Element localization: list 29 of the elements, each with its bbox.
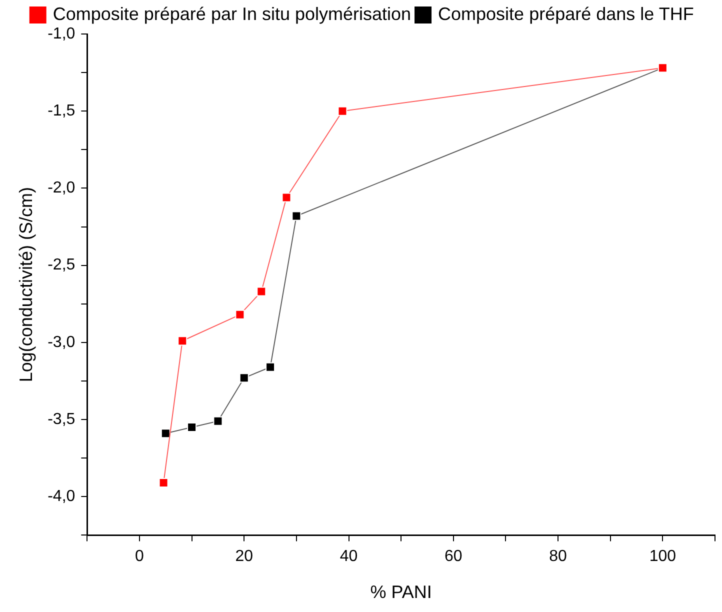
- y-tick-label: -1,5: [48, 102, 76, 120]
- legend-label: Composite préparé par In situ polymérisation: [52, 4, 412, 24]
- point: [239, 373, 249, 383]
- point: [338, 106, 348, 116]
- x-tick-label: 80: [549, 548, 568, 566]
- y-tick-label: -3,5: [48, 410, 76, 428]
- point: [256, 286, 266, 296]
- point: [187, 422, 197, 432]
- y-tick-label: -2,0: [48, 180, 76, 197]
- point: [158, 478, 168, 488]
- point: [266, 362, 276, 372]
- y-tick-label: -2,5: [48, 256, 76, 274]
- x-axis-title: % PANI: [370, 582, 432, 602]
- x-tick-label: 20: [235, 548, 254, 566]
- legend-label: Composite préparé dans le THF: [438, 4, 694, 24]
- point: [282, 192, 292, 202]
- y-tick-label: -1,0: [48, 25, 76, 42]
- point: [160, 428, 170, 438]
- y-axis-title: Log(conductivité) (S/cm): [16, 187, 36, 382]
- y-tick-label: -4,0: [48, 488, 76, 506]
- point: [213, 416, 223, 426]
- point: [178, 336, 188, 346]
- point: [235, 310, 245, 320]
- x-tick-label: 40: [340, 548, 358, 566]
- y-tick-label: -3,0: [48, 334, 76, 351]
- x-tick-label: 60: [444, 548, 462, 566]
- x-tick-label: 0: [135, 548, 144, 566]
- point: [292, 211, 302, 221]
- x-tick-label: 100: [649, 548, 676, 566]
